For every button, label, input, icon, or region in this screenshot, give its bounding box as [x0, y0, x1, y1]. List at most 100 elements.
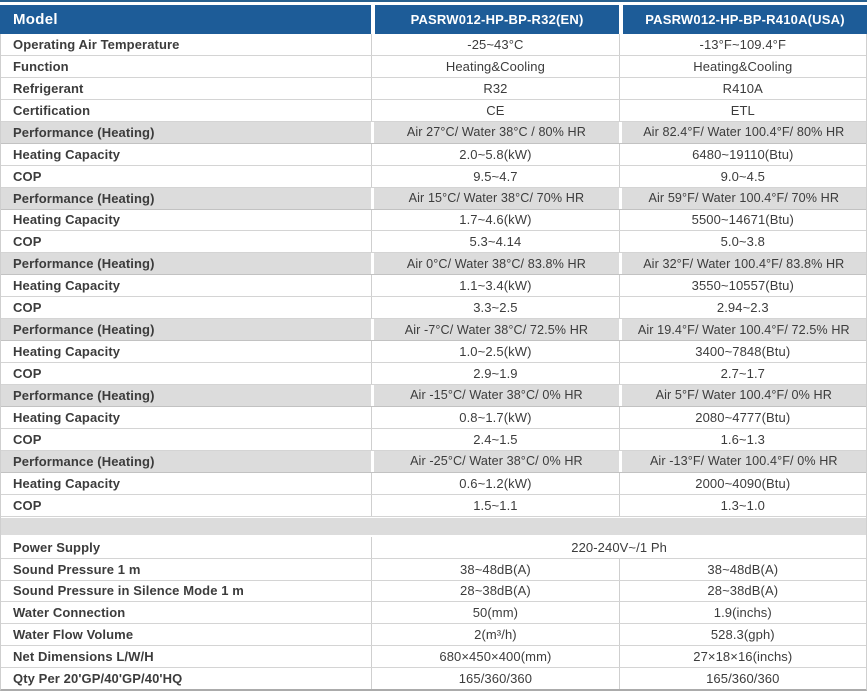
row-value-r32: Air -7°C/ Water 38°C/ 72.5% HR: [371, 319, 618, 341]
row-label: Heating Capacity: [13, 212, 121, 228]
table-body: Operating Air Temperature -25~43°C -13°F…: [0, 34, 867, 691]
row-value-r32: 38~48dB(A): [371, 558, 618, 580]
row-value-r410a: 3550~10557(Btu): [618, 275, 866, 297]
table-row: Sound Pressure in Silence Mode 1 m 28~38…: [1, 580, 866, 603]
row-value-r32: -25~43°C: [371, 34, 618, 55]
table-header-row: Model PASRW012-HP-BP-R32(EN) PASRW012-HP…: [0, 5, 867, 34]
row-label: COP: [13, 497, 42, 513]
table-row: Certification CE ETL: [1, 99, 866, 122]
row-label: COP: [13, 234, 42, 250]
row-value-r32: CE: [371, 99, 618, 121]
row-label: Refrigerant: [13, 80, 84, 96]
table-row: COP 2.9~1.9 2.7~1.7: [1, 363, 866, 385]
row-value-shared: 220-240V~/1 Ph: [371, 536, 866, 558]
row-label: Performance (Heating): [13, 256, 155, 272]
table-row: Refrigerant R32 R410A: [1, 77, 866, 100]
performance-band-row: Performance (Heating) Air -15°C/ Water 3…: [1, 385, 866, 407]
row-value-r410a: 1.9(inchs): [618, 602, 866, 624]
table-row: COP 9.5~4.7 9.0~4.5: [1, 165, 866, 188]
row-value-r32: 9.5~4.7: [371, 165, 618, 187]
row-value-r410a: Heating&Cooling: [618, 55, 866, 77]
performance-band-row: Performance (Heating) Air -7°C/ Water 38…: [1, 319, 866, 342]
table-row: Heating Capacity 2.0~5.8(kW) 6480~19110(…: [1, 143, 866, 166]
column-header-r410a: PASRW012-HP-BP-R410A(USA): [619, 5, 867, 34]
row-label: Performance (Heating): [13, 190, 155, 206]
table-row: Power Supply 220-240V~/1 Ph: [1, 536, 866, 559]
row-label: Function: [13, 58, 69, 74]
performance-band-row: Performance (Heating) Air -25°C/ Water 3…: [1, 450, 866, 473]
row-value-r32: Air 27°C/ Water 38°C / 80% HR: [371, 121, 618, 143]
table-row: Sound Pressure 1 m 38~48dB(A) 38~48dB(A): [1, 558, 866, 581]
row-value-r32: Heating&Cooling: [371, 55, 618, 77]
row-value-r410a: 38~48dB(A): [618, 558, 866, 580]
table-row: COP 5.3~4.14 5.0~3.8: [1, 231, 866, 254]
row-label: COP: [13, 366, 42, 382]
row-value-r410a: Air 32°F/ Water 100.4°F/ 83.8% HR: [618, 253, 866, 275]
table-row: COP 3.3~2.5 2.94~2.3: [1, 297, 866, 320]
row-label: Heating Capacity: [13, 146, 121, 162]
row-label: Heating Capacity: [13, 278, 121, 294]
row-value-r410a: 2080~4777(Btu): [618, 406, 866, 428]
row-value-r32: Air -25°C/ Water 38°C/ 0% HR: [371, 450, 618, 472]
row-value-r32: R32: [371, 77, 618, 99]
performance-band-row: Performance (Heating) Air 15°C/ Water 38…: [1, 187, 866, 210]
row-label: COP: [13, 300, 42, 316]
row-value-r32: 0.8~1.7(kW): [371, 406, 618, 428]
row-value-r410a: Air 82.4°F/ Water 100.4°F/ 80% HR: [618, 121, 866, 143]
row-value-r410a: Air 59°F/ Water 100.4°F/ 70% HR: [618, 187, 866, 209]
row-label: Sound Pressure 1 m: [13, 561, 141, 577]
row-value-r410a: -13°F~109.4°F: [618, 34, 866, 55]
row-value-r410a: 5500~14671(Btu): [618, 209, 866, 231]
row-label: COP: [13, 431, 42, 447]
table-row: Qty Per 20'GP/40'GP/40'HQ 165/360/360 16…: [1, 668, 866, 690]
row-value-r32: 5.3~4.14: [371, 231, 618, 253]
table-row: Heating Capacity 1.0~2.5(kW) 3400~7848(B…: [1, 341, 866, 364]
row-label: Water Connection: [13, 605, 126, 621]
row-value-r410a: Air 19.4°F/ Water 100.4°F/ 72.5% HR: [618, 319, 866, 341]
section-spacer-band: [1, 516, 866, 537]
row-value-r32: 680×450×400(mm): [371, 646, 618, 668]
row-label: Heating Capacity: [13, 475, 121, 491]
row-value-r32: 3.3~2.5: [371, 297, 618, 319]
row-value-r32: 28~38dB(A): [371, 580, 618, 602]
row-value-r410a: 5.0~3.8: [618, 231, 866, 253]
row-value-r32: 1.7~4.6(kW): [371, 209, 618, 231]
performance-band-row: Performance (Heating) Air 27°C/ Water 38…: [1, 121, 866, 144]
row-value-r32: Air -15°C/ Water 38°C/ 0% HR: [371, 385, 618, 406]
row-value-r32: 165/360/360: [371, 668, 618, 690]
row-label: Heating Capacity: [13, 344, 121, 360]
row-value-r32: 2.0~5.8(kW): [371, 143, 618, 165]
row-label: Qty Per 20'GP/40'GP/40'HQ: [13, 671, 183, 687]
row-label: Performance (Heating): [13, 453, 155, 469]
row-value-r32: 50(mm): [371, 602, 618, 624]
row-value-r410a: 28~38dB(A): [618, 580, 866, 602]
row-label: Certification: [13, 102, 91, 118]
table-row: Heating Capacity 1.1~3.4(kW) 3550~10557(…: [1, 275, 866, 298]
table-row: Function Heating&Cooling Heating&Cooling: [1, 55, 866, 78]
row-label: Performance (Heating): [13, 322, 155, 338]
row-value-r410a: 6480~19110(Btu): [618, 143, 866, 165]
row-value-r32: 2.4~1.5: [371, 428, 618, 450]
row-value-r410a: 2.7~1.7: [618, 363, 866, 384]
row-value-r410a: R410A: [618, 77, 866, 99]
row-value-r32: 1.1~3.4(kW): [371, 275, 618, 297]
row-label: Sound Pressure in Silence Mode 1 m: [13, 583, 244, 599]
table-row: Water Connection 50(mm) 1.9(inchs): [1, 602, 866, 625]
table-row: Heating Capacity 0.8~1.7(kW) 2080~4777(B…: [1, 406, 866, 429]
table-row: COP 1.5~1.1 1.3~1.0: [1, 494, 866, 517]
row-value-r32: Air 15°C/ Water 38°C/ 70% HR: [371, 187, 618, 209]
row-label: Performance (Heating): [13, 124, 155, 140]
row-label: Performance (Heating): [13, 387, 155, 403]
table-row: Operating Air Temperature -25~43°C -13°F…: [1, 34, 866, 56]
row-value-r410a: 3400~7848(Btu): [618, 341, 866, 363]
top-rule-divider: [0, 0, 867, 2]
row-label: Heating Capacity: [13, 409, 121, 425]
table-row: Water Flow Volume 2(m³/h) 528.3(gph): [1, 624, 866, 647]
row-value-r410a: ETL: [618, 99, 866, 121]
row-value-r410a: 2000~4090(Btu): [618, 472, 866, 494]
row-value-r410a: 1.6~1.3: [618, 428, 866, 450]
row-value-r410a: 1.3~1.0: [618, 494, 866, 516]
row-value-r32: 2(m³/h): [371, 624, 618, 646]
row-label: Power Supply: [13, 539, 101, 555]
